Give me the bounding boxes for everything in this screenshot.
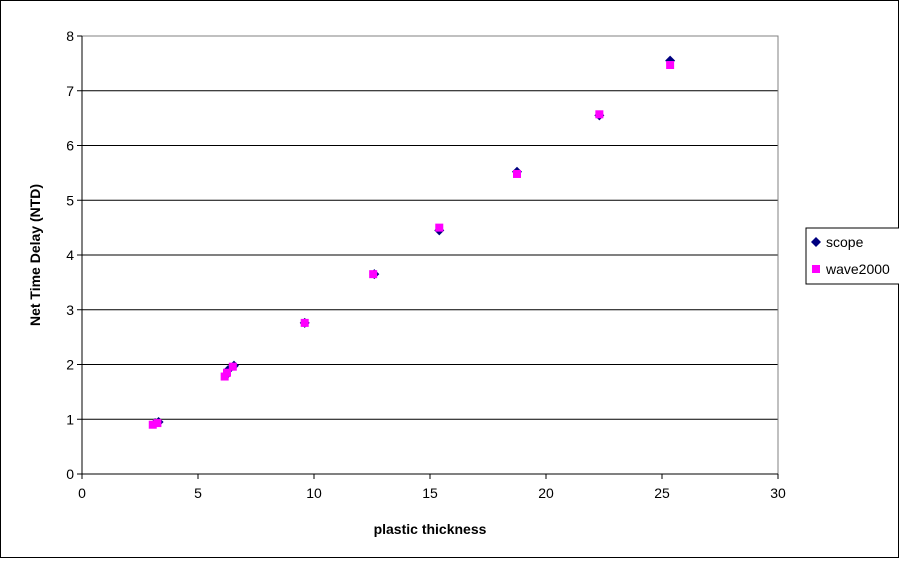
data-points bbox=[148, 55, 676, 429]
x-tick-label: 25 bbox=[654, 485, 670, 501]
y-tick-label: 3 bbox=[66, 302, 74, 318]
y-axis-title: Net Time Delay (NTD) bbox=[27, 184, 43, 326]
y-tick-label: 8 bbox=[66, 28, 74, 44]
x-tick-label: 15 bbox=[422, 485, 438, 501]
legend-label: wave2000 bbox=[825, 261, 890, 277]
gridlines bbox=[82, 35, 778, 420]
data-point-wave2000 bbox=[369, 270, 378, 279]
y-tick-label: 7 bbox=[66, 83, 74, 99]
legend-marker-scope bbox=[811, 237, 821, 247]
data-point-wave2000 bbox=[223, 368, 231, 377]
legend-label: scope bbox=[826, 234, 864, 250]
legend: scope wave2000 bbox=[805, 227, 899, 285]
y-tick-label: 6 bbox=[66, 138, 74, 154]
data-point-wave2000 bbox=[666, 61, 675, 70]
x-tick-label: 0 bbox=[78, 485, 86, 501]
data-point-wave2000 bbox=[435, 223, 444, 232]
data-point-wave2000 bbox=[300, 318, 309, 327]
y-tick-label: 5 bbox=[66, 192, 74, 208]
legend-box bbox=[805, 227, 899, 285]
data-point-wave2000 bbox=[153, 419, 162, 428]
y-tick-label: 1 bbox=[66, 411, 74, 427]
axes: 0 1 2 3 4 5 6 7 8 0 5 10 15 20 25 30 bbox=[66, 28, 786, 501]
x-axis-title: plastic thickness bbox=[374, 521, 487, 537]
data-point-wave2000 bbox=[513, 169, 521, 178]
data-point-wave2000 bbox=[148, 420, 157, 429]
y-tick-label: 4 bbox=[66, 247, 74, 263]
x-tick-label: 10 bbox=[306, 485, 322, 501]
data-point-wave2000 bbox=[228, 362, 237, 371]
y-tick-label: 0 bbox=[66, 466, 74, 482]
data-point-wave2000 bbox=[595, 110, 604, 119]
y-tick-label: 2 bbox=[66, 357, 74, 373]
x-tick-label: 20 bbox=[538, 485, 554, 501]
x-tick-label: 30 bbox=[770, 485, 786, 501]
x-tick-label: 5 bbox=[194, 485, 202, 501]
series-wave2000 bbox=[148, 61, 675, 429]
legend-marker-wave2000 bbox=[812, 265, 820, 273]
